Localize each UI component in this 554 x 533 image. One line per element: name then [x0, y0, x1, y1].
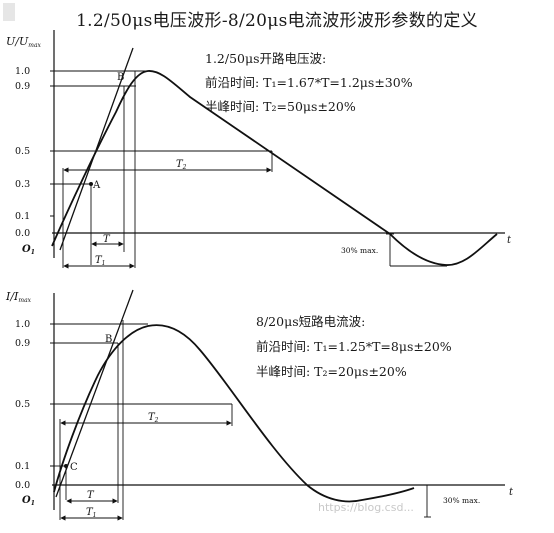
current-t2-label: T2 — [148, 412, 159, 424]
voltage-origin: O1 — [22, 244, 35, 256]
current-front-line — [55, 289, 134, 498]
current-front-time: 前沿时间: T₁=1.25*T=8μs±20% — [256, 339, 452, 354]
current-diagram — [50, 289, 505, 521]
voltage-tick-01: 0.1 — [15, 211, 30, 222]
current-tick-01: 0.1 — [15, 461, 30, 472]
voltage-t-label: T — [103, 234, 111, 245]
voltage-tick-03: 0.3 — [15, 179, 30, 190]
voltage-ylabel: U/Umax — [6, 35, 42, 49]
voltage-tick-10: 1.0 — [15, 66, 30, 77]
voltage-waveform — [51, 70, 498, 266]
current-wave-heading: 8/20μs短路电流波: — [256, 314, 366, 329]
current-tick-09: 0.9 — [15, 338, 30, 349]
voltage-t1-label: T1 — [95, 255, 106, 267]
current-tick-10: 1.0 — [15, 319, 30, 330]
voltage-tick-09: 0.9 — [15, 81, 30, 92]
current-tick-00: 0.0 — [15, 480, 30, 491]
current-point-c — [64, 464, 68, 468]
current-tick-05: 0.5 — [15, 399, 30, 410]
voltage-wave-heading: 1.2/50μs开路电压波: — [205, 51, 327, 66]
voltage-point-a-label: A — [92, 180, 101, 191]
voltage-diagram — [50, 30, 505, 269]
current-y-ticks — [50, 323, 54, 467]
current-x-label: t — [509, 487, 514, 498]
current-t1-label: T1 — [86, 507, 97, 519]
current-point-b-label: B — [105, 334, 112, 345]
current-ylabel: I/Imax — [5, 290, 32, 304]
voltage-half-time: 半峰时间: T₂=50μs±20% — [205, 99, 356, 114]
page-title: 1.2/50μs电压波形-8/20μs电流波形波形参数的定义 — [76, 11, 478, 31]
current-t-label: T — [87, 490, 95, 501]
voltage-tick-00: 0.0 — [15, 228, 30, 239]
voltage-point-a — [89, 182, 93, 186]
voltage-tick-05: 0.5 — [15, 146, 30, 157]
voltage-t2-label: T2 — [176, 159, 187, 171]
voltage-tick-labels: 1.0 0.9 0.5 0.3 0.1 0.0 — [15, 66, 30, 239]
current-origin: O1 — [22, 495, 35, 507]
corner-marker — [3, 3, 15, 21]
current-tick-labels: 1.0 0.9 0.5 0.1 0.0 — [15, 319, 30, 491]
voltage-y-ticks — [50, 70, 54, 217]
current-half-time: 半峰时间: T₂=20μs±20% — [256, 364, 407, 379]
watermark: https://blog.csd... — [318, 501, 414, 514]
voltage-front-time: 前沿时间: T₁=1.67*T=1.2μs±30% — [205, 75, 413, 90]
voltage-undershoot-label: 30% max. — [341, 246, 378, 255]
current-waveform — [53, 324, 415, 503]
current-point-c-label: C — [70, 462, 78, 473]
voltage-point-b-label: B — [117, 72, 124, 83]
current-undershoot-label: 30% max. — [443, 496, 480, 505]
voltage-x-label: t — [507, 235, 512, 246]
